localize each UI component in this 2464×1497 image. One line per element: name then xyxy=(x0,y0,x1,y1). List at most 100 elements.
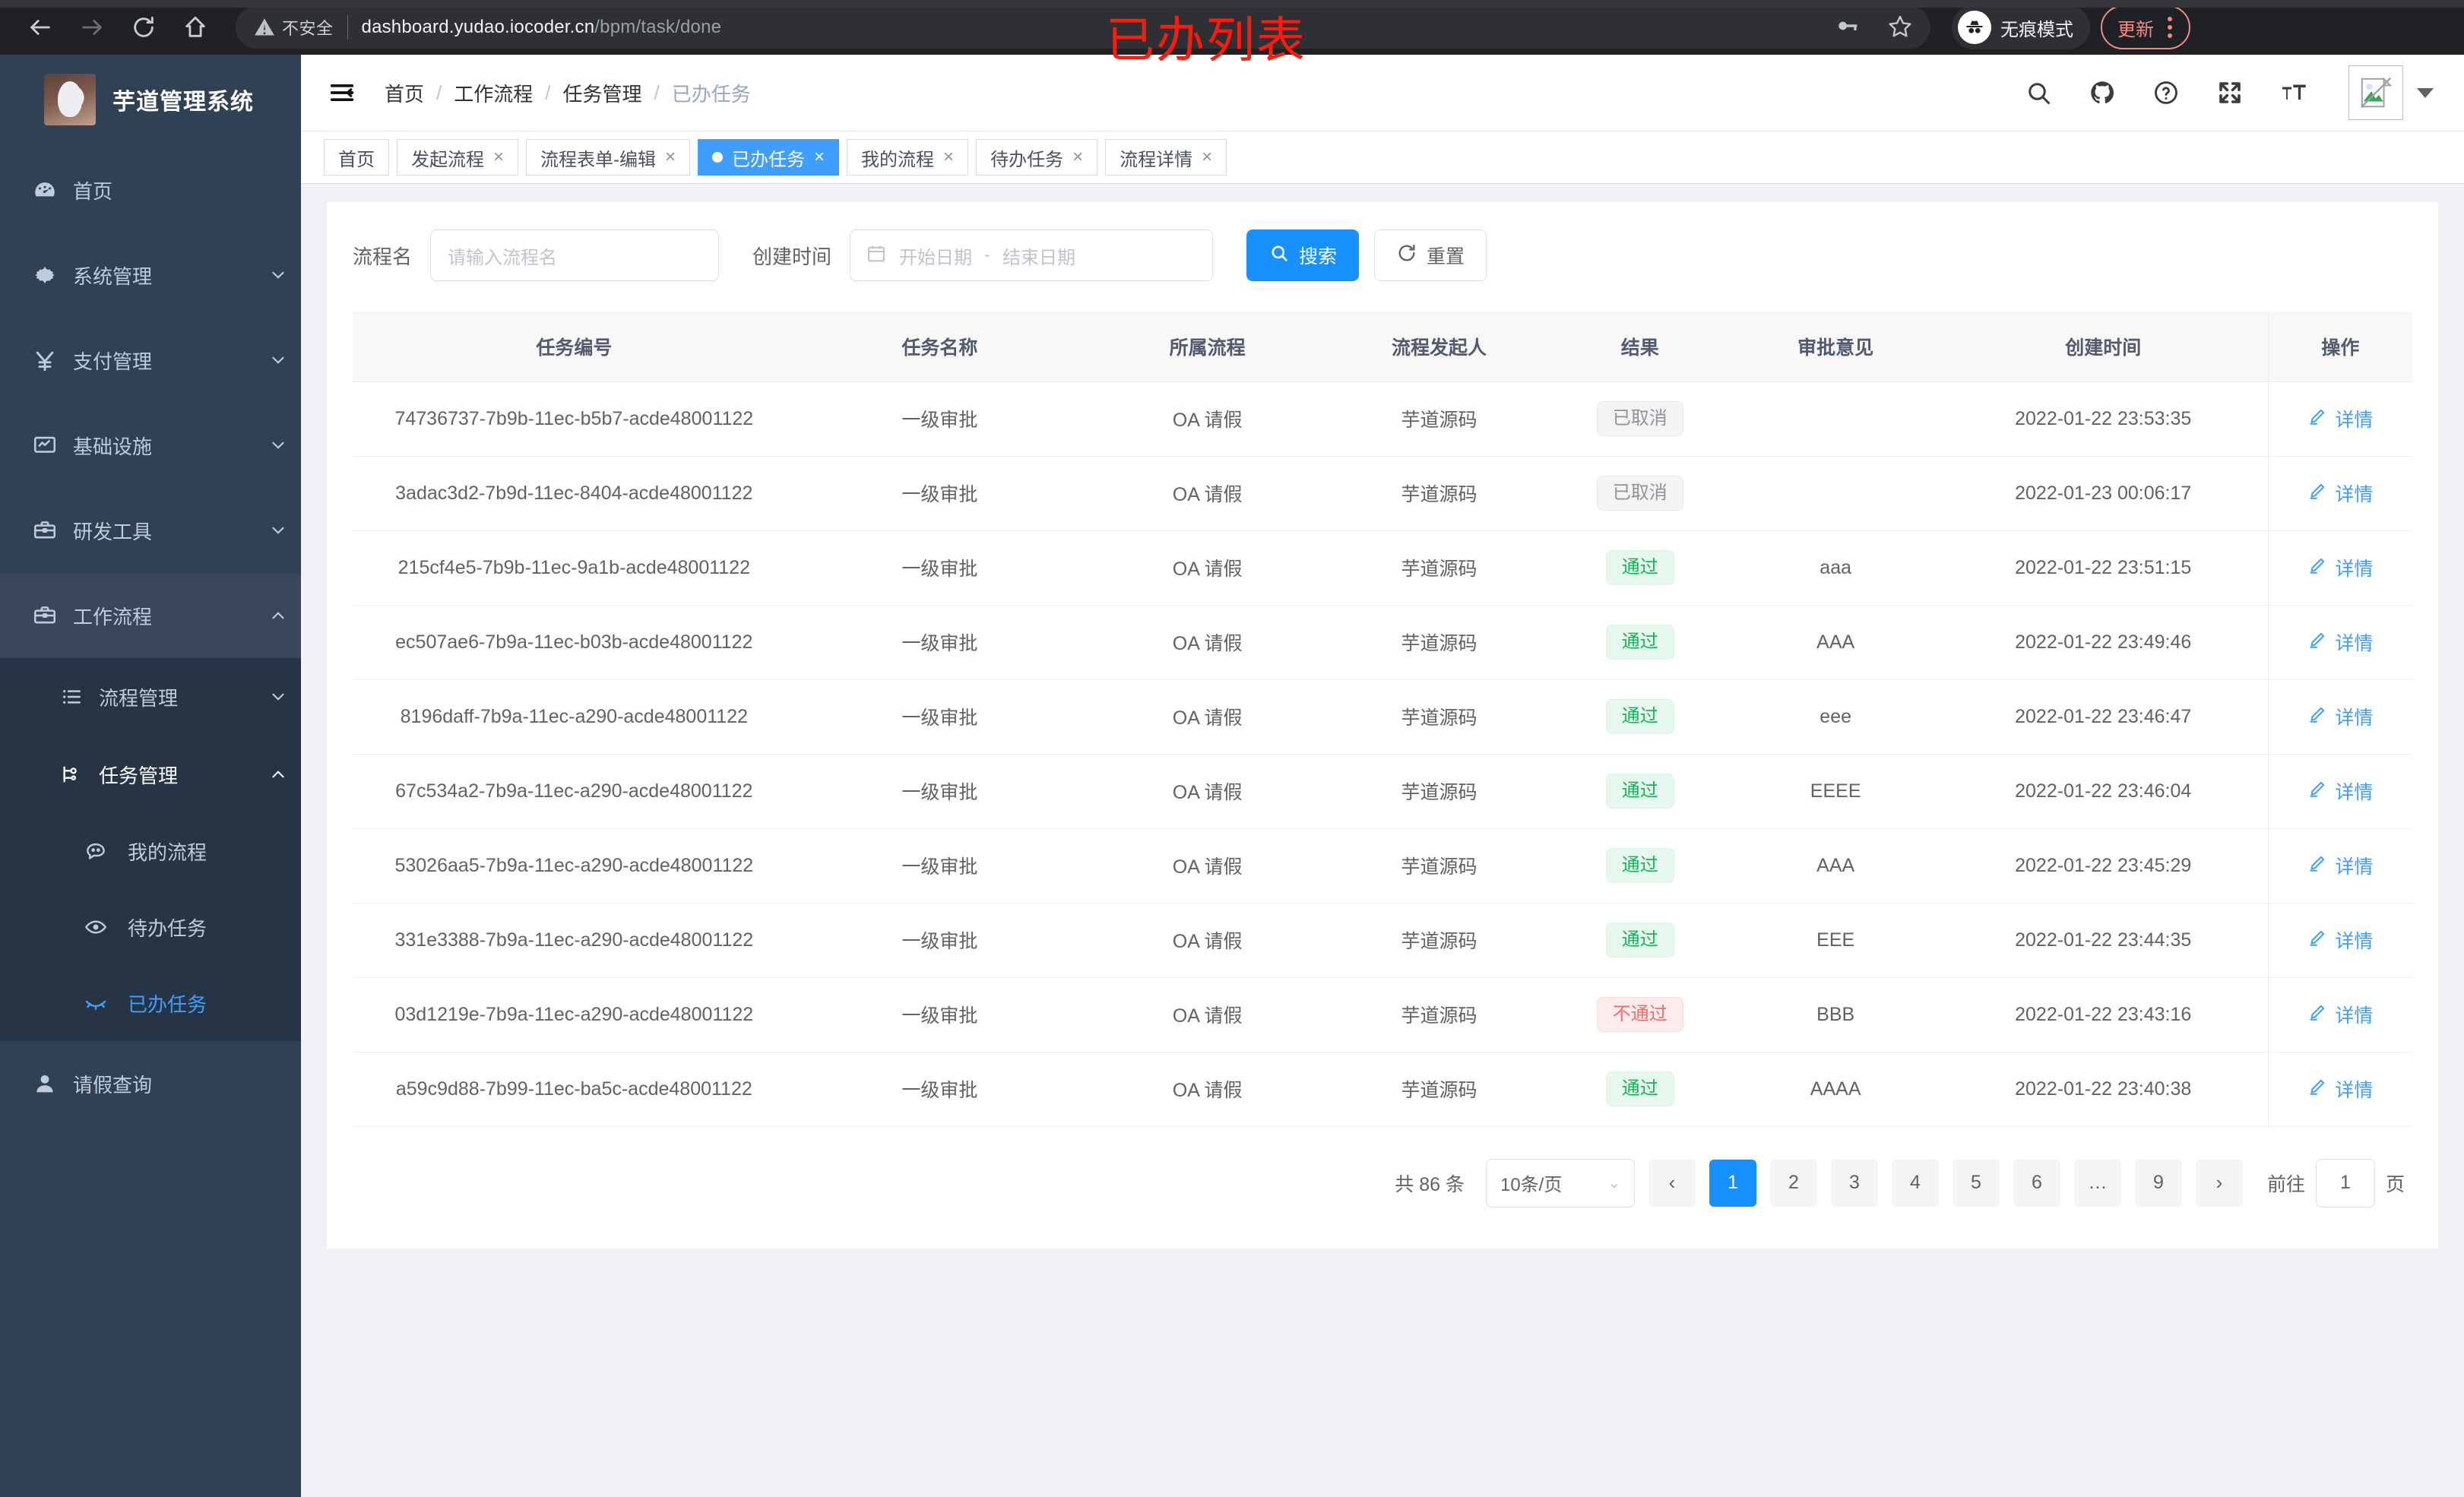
detail-link[interactable]: 详情 xyxy=(2307,479,2373,507)
avatar-dropdown[interactable] xyxy=(2348,65,2434,120)
sidebar-item-payment[interactable]: 支付管理 xyxy=(0,318,301,403)
detail-link[interactable]: 详情 xyxy=(2307,628,2373,656)
page-button-3[interactable]: 3 xyxy=(1830,1159,1878,1207)
detail-link[interactable]: 详情 xyxy=(2307,852,2373,879)
close-icon[interactable]: × xyxy=(1072,147,1084,167)
tab-process-form-edit[interactable]: 流程表单-编辑 × xyxy=(526,139,691,176)
help-icon[interactable] xyxy=(2152,79,2180,106)
close-icon[interactable]: × xyxy=(943,147,955,167)
password-key-icon[interactable] xyxy=(1835,14,1859,42)
yuan-icon xyxy=(32,347,73,373)
cell-task-name: 一级审批 xyxy=(795,1052,1085,1127)
page-button-5[interactable]: 5 xyxy=(1952,1159,2000,1207)
close-icon[interactable]: × xyxy=(814,147,825,167)
chrome-menu-icon[interactable] xyxy=(2162,17,2178,38)
cell-opinion: BBB xyxy=(1732,977,1939,1052)
incognito-indicator[interactable]: 无痕模式 xyxy=(1952,5,2090,49)
detail-link[interactable]: 详情 xyxy=(2307,926,2373,954)
github-icon[interactable] xyxy=(2089,79,2116,106)
reset-button[interactable]: 重置 xyxy=(1374,229,1487,281)
breadcrumb-item[interactable]: 任务管理 xyxy=(562,82,642,106)
incognito-label: 无痕模式 xyxy=(2000,19,2073,40)
jump-input[interactable]: 1 xyxy=(2315,1158,2375,1207)
tab-home[interactable]: 首页 xyxy=(324,139,389,176)
breadcrumb-item[interactable]: 工作流程 xyxy=(454,82,534,106)
detail-link[interactable]: 详情 xyxy=(2307,1001,2373,1028)
cell-created: 2022-01-22 23:40:38 xyxy=(1938,1052,2269,1127)
tab-process-detail[interactable]: 流程详情 × xyxy=(1105,139,1227,176)
detail-link[interactable]: 详情 xyxy=(2307,1075,2373,1103)
edit-pencil-icon xyxy=(2307,704,2327,730)
cell-initiator: 芋道源码 xyxy=(1331,1052,1547,1127)
process-name-input[interactable]: 请输入流程名 xyxy=(430,229,720,281)
sidebar-item-todo-tasks[interactable]: 待办任务 xyxy=(0,889,301,965)
sidebar-item-home[interactable]: 首页 xyxy=(0,147,301,233)
hamburger-icon[interactable] xyxy=(327,76,360,109)
close-icon[interactable]: × xyxy=(493,147,505,167)
fullscreen-icon[interactable] xyxy=(2216,79,2244,106)
cell-opinion: EEE xyxy=(1732,903,1939,978)
bookmark-star-icon[interactable] xyxy=(1888,14,1912,42)
page-ellipsis[interactable]: … xyxy=(2073,1159,2121,1207)
home-button[interactable] xyxy=(172,4,219,51)
edit-pencil-icon xyxy=(2307,1077,2327,1102)
tab-label: 待办任务 xyxy=(990,149,1064,170)
page-button-1[interactable]: 1 xyxy=(1709,1159,1756,1207)
edit-pencil-icon xyxy=(2307,853,2327,878)
sidebar-item-system[interactable]: 系统管理 xyxy=(0,233,301,318)
range-separator: - xyxy=(984,245,991,265)
chevron-right-icon: › xyxy=(2215,1171,2223,1194)
sidebar-item-process-manage[interactable]: 流程管理 xyxy=(0,658,301,736)
sidebar-item-devtools[interactable]: 研发工具 xyxy=(0,488,301,573)
cell-process: OA 请假 xyxy=(1084,381,1332,457)
url-path: /bpm/task/done xyxy=(594,17,722,37)
cell-process: OA 请假 xyxy=(1084,679,1332,755)
sidebar-item-task-manage[interactable]: 任务管理 xyxy=(0,736,301,813)
cell-result: 通过 xyxy=(1547,1052,1733,1127)
detail-link[interactable]: 详情 xyxy=(2307,554,2373,581)
reload-button[interactable] xyxy=(120,4,167,51)
create-time-range-picker[interactable]: 开始日期 - 结束日期 xyxy=(850,229,1214,281)
cell-task-id: 215cf4e5-7b9b-11ec-9a1b-acde48001122 xyxy=(353,530,796,606)
back-button[interactable] xyxy=(17,4,64,51)
font-size-icon[interactable] xyxy=(2280,79,2307,106)
page-button-6[interactable]: 6 xyxy=(2013,1159,2060,1207)
detail-link[interactable]: 详情 xyxy=(2307,777,2373,805)
tab-todo-tasks[interactable]: 待办任务 × xyxy=(976,139,1098,176)
address-bar[interactable]: 不安全 dashboard.yudao.iocoder.cn/bpm/task/… xyxy=(236,6,1930,49)
sidebar-item-leave-query[interactable]: 请假查询 xyxy=(0,1041,301,1126)
page-button-9[interactable]: 9 xyxy=(2134,1159,2182,1207)
sidebar-item-done-tasks[interactable]: 已办任务 xyxy=(0,965,301,1041)
sidebar: 芋道管理系统 首页 系统管理 xyxy=(0,55,301,1497)
chevron-up-icon xyxy=(255,606,301,625)
close-icon[interactable]: × xyxy=(1202,147,1213,167)
detail-link[interactable]: 详情 xyxy=(2307,703,2373,730)
page-button-2[interactable]: 2 xyxy=(1769,1159,1817,1207)
breadcrumb-item-current: 已办任务 xyxy=(671,82,751,106)
cell-initiator: 芋道源码 xyxy=(1331,679,1547,755)
forward-button[interactable] xyxy=(68,4,116,51)
tab-start-process[interactable]: 发起流程 × xyxy=(397,139,519,176)
prev-page-button[interactable]: ‹ xyxy=(1648,1159,1696,1207)
search-icon[interactable] xyxy=(2025,79,2052,106)
detail-link[interactable]: 详情 xyxy=(2307,405,2373,432)
sidebar-item-workflow[interactable]: 工作流程 xyxy=(0,573,301,658)
search-button[interactable]: 搜索 xyxy=(1246,229,1360,281)
chevron-down-icon xyxy=(255,350,301,370)
update-button[interactable]: 更新 xyxy=(2101,5,2190,49)
tab-my-process[interactable]: 我的流程 × xyxy=(847,139,969,176)
next-page-button[interactable]: › xyxy=(2195,1159,2243,1207)
page-size-select[interactable]: 10条/页 ⌄ xyxy=(1485,1158,1635,1207)
sidebar-item-infrastructure[interactable]: 基础设施 xyxy=(0,403,301,488)
page-button-4[interactable]: 4 xyxy=(1891,1159,1939,1207)
cell-initiator: 芋道源码 xyxy=(1331,754,1547,829)
breadcrumb-item[interactable]: 首页 xyxy=(385,82,425,106)
cell-task-id: 53026aa5-7b9a-11ec-a290-acde48001122 xyxy=(353,828,796,904)
not-secure-icon xyxy=(254,17,275,38)
close-icon[interactable]: × xyxy=(665,147,676,167)
cell-result: 已取消 xyxy=(1547,381,1733,457)
sidebar-item-my-process[interactable]: 我的流程 xyxy=(0,813,301,889)
brand[interactable]: 芋道管理系统 xyxy=(0,55,301,144)
status-badge: 通过 xyxy=(1605,773,1674,809)
tab-done-tasks[interactable]: 已办任务 × xyxy=(698,139,840,176)
